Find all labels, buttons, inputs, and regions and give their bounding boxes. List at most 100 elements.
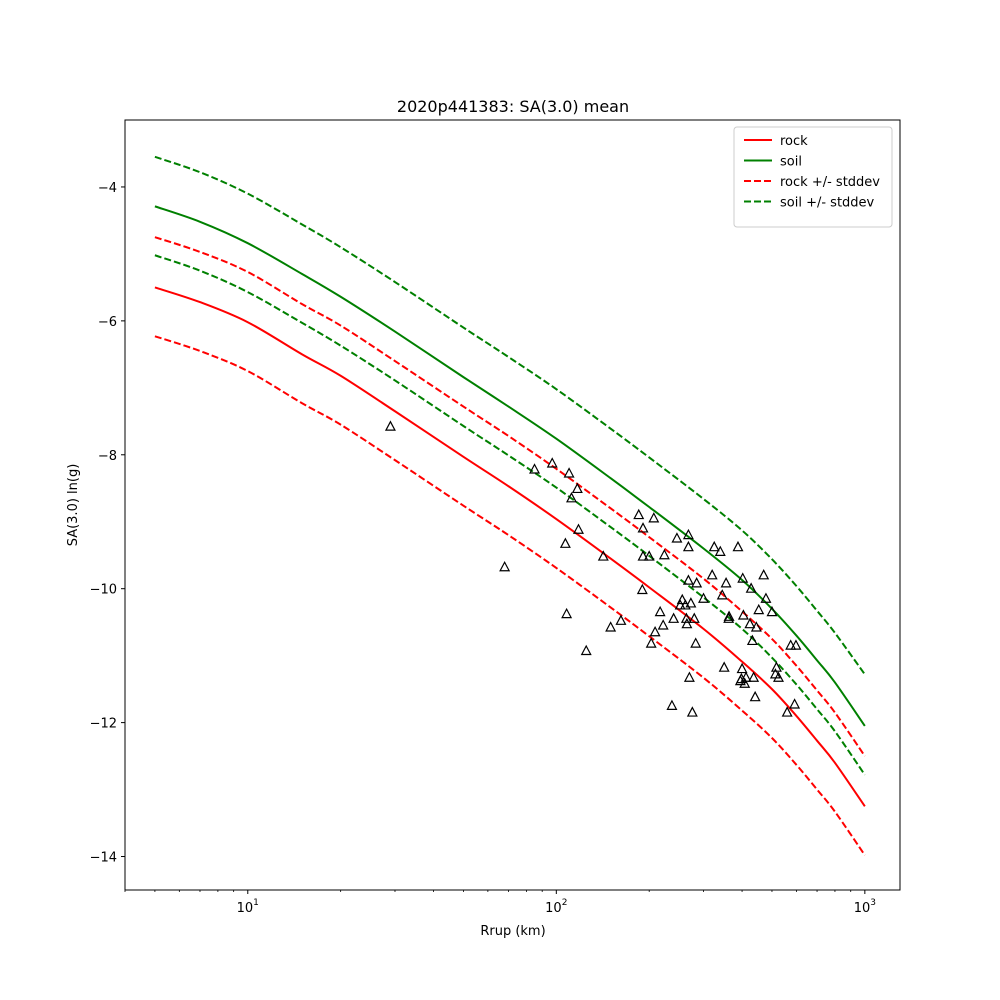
series-line xyxy=(154,335,866,856)
x-tick-label: 101 xyxy=(237,898,259,916)
observation-marker xyxy=(681,617,693,629)
x-tick-label: 102 xyxy=(545,898,567,916)
observation-marker xyxy=(682,574,694,585)
observation-marker xyxy=(384,420,396,431)
y-axis-label: SA(3.0) ln(g) xyxy=(66,464,81,547)
observation-marker xyxy=(790,639,802,650)
observation-marker xyxy=(753,603,765,615)
series-line xyxy=(154,286,866,807)
observation-marker xyxy=(686,706,698,717)
observation-marker xyxy=(499,560,511,572)
observation-marker xyxy=(633,508,645,520)
legend-label: rock xyxy=(780,134,808,149)
axis-ticks: −4 −6 −8 −10 −12 −14 101 102 103 xyxy=(90,181,876,916)
x-axis-label: Rrup (km) xyxy=(480,924,545,939)
y-tick-label: −14 xyxy=(90,851,117,866)
series-line xyxy=(154,155,866,675)
observation-marker xyxy=(566,492,577,503)
observation-marker xyxy=(658,548,670,560)
plot-area xyxy=(125,120,900,890)
observation-marker xyxy=(732,540,744,552)
y-tick-label: −12 xyxy=(90,717,117,732)
observation-marker xyxy=(580,644,592,656)
observation-marker xyxy=(546,457,558,468)
observation-marker xyxy=(529,463,541,474)
legend-label: soil xyxy=(780,155,802,170)
observation-marker xyxy=(676,593,688,605)
plot-frame xyxy=(124,119,901,891)
observation-markers xyxy=(384,420,802,717)
observation-marker xyxy=(654,605,666,617)
observation-marker xyxy=(666,699,678,710)
legend-label: rock +/- stddev xyxy=(780,175,880,190)
observation-marker xyxy=(714,545,726,556)
observation-marker xyxy=(766,605,778,617)
observation-marker xyxy=(597,550,609,561)
observation-marker xyxy=(736,662,748,674)
observation-marker xyxy=(561,607,573,619)
y-tick-label: −8 xyxy=(98,449,117,464)
observation-marker xyxy=(682,528,694,540)
observation-marker xyxy=(563,467,575,478)
observation-marker xyxy=(698,592,710,603)
observation-marker xyxy=(571,482,583,494)
y-tick-label: −4 xyxy=(98,181,117,196)
legend-box xyxy=(733,126,893,228)
series-line xyxy=(154,254,866,776)
observation-marker xyxy=(744,617,756,629)
y-tick-label: −6 xyxy=(98,315,117,330)
observation-marker xyxy=(740,671,752,682)
observation-marker xyxy=(688,612,700,623)
observation-marker xyxy=(572,523,584,534)
observation-marker xyxy=(737,609,749,620)
observation-marker xyxy=(648,512,660,523)
observation-marker xyxy=(605,621,617,632)
observation-marker xyxy=(683,671,695,682)
observation-marker xyxy=(668,612,680,623)
observation-marker xyxy=(746,634,758,646)
observation-marker xyxy=(739,677,751,688)
observation-marker xyxy=(723,612,735,623)
observation-marker xyxy=(559,537,571,548)
x-tick-label: 103 xyxy=(854,898,876,916)
observation-marker xyxy=(636,583,648,595)
observation-marker xyxy=(649,625,661,637)
observation-marker xyxy=(645,637,657,648)
observation-marker xyxy=(781,706,793,717)
observation-marker xyxy=(750,621,762,632)
observation-marker xyxy=(723,610,735,621)
observation-marker xyxy=(657,619,669,630)
observation-marker xyxy=(685,597,697,608)
observation-marker xyxy=(708,540,720,552)
observation-marker xyxy=(680,612,692,623)
observation-marker xyxy=(716,589,728,600)
y-tick-label: −10 xyxy=(90,583,117,598)
observation-marker xyxy=(785,639,797,650)
observation-marker xyxy=(749,690,761,702)
observation-marker xyxy=(682,540,694,552)
observation-marker xyxy=(748,671,760,682)
observation-marker xyxy=(737,572,749,583)
series-line xyxy=(154,205,866,727)
legend: rock soil rock +/- stddev soil +/- stddev xyxy=(733,126,893,228)
observation-marker xyxy=(758,569,770,580)
observation-marker xyxy=(637,522,649,533)
observation-marker xyxy=(770,661,782,672)
observation-marker xyxy=(773,671,784,682)
observation-marker xyxy=(615,614,627,625)
observation-marker xyxy=(745,582,757,593)
observation-marker xyxy=(637,550,649,561)
observation-marker xyxy=(718,661,730,672)
observation-marker xyxy=(706,569,718,580)
observation-marker xyxy=(671,532,683,543)
observation-marker xyxy=(789,698,801,709)
observation-marker xyxy=(674,599,686,610)
legend-label: soil +/- stddev xyxy=(780,196,875,211)
observation-marker xyxy=(643,550,655,561)
chart-title: 2020p441383: SA(3.0) mean xyxy=(397,97,629,116)
observation-marker xyxy=(690,637,702,648)
observation-marker xyxy=(720,577,732,588)
observation-marker xyxy=(691,577,703,588)
observation-marker xyxy=(760,592,772,603)
